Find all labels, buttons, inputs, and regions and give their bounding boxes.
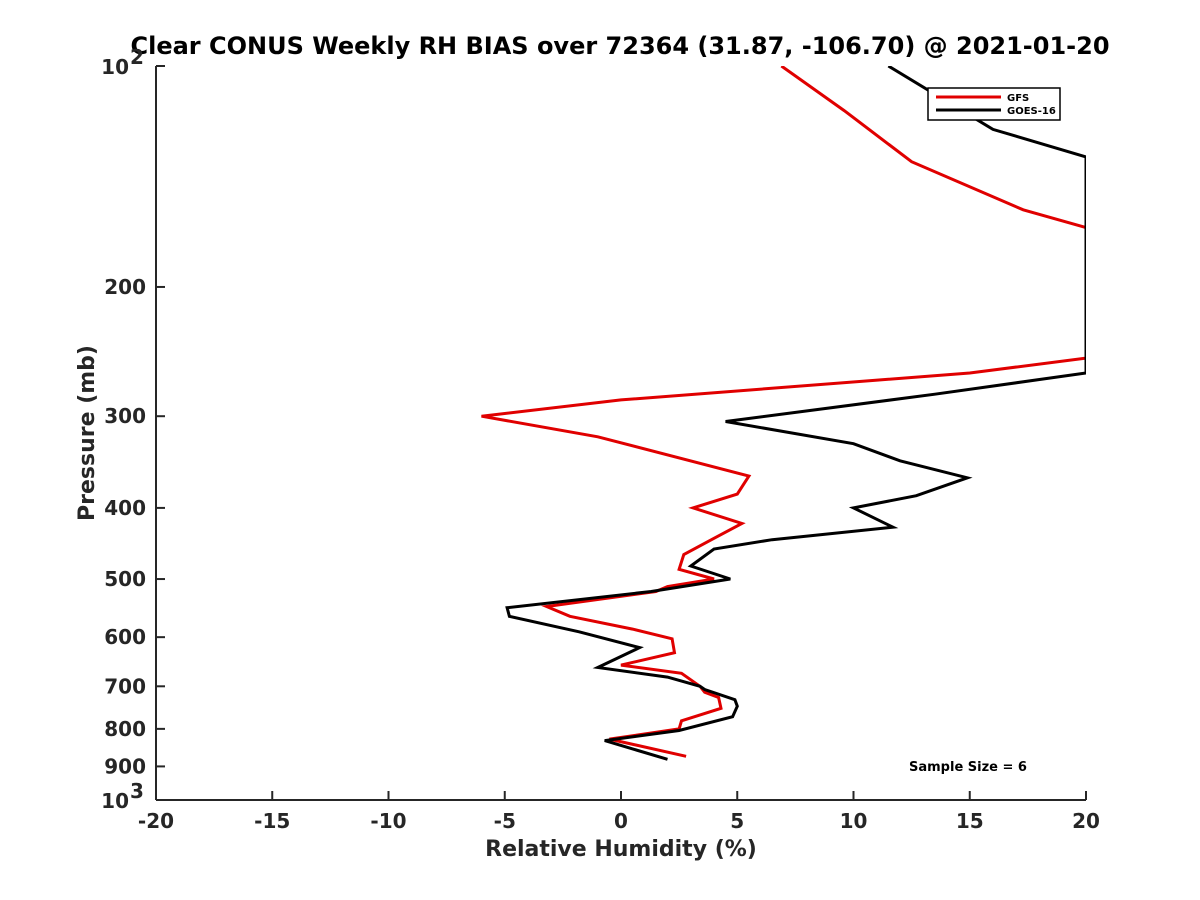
x-tick-label: 5 [730, 809, 744, 833]
y-tick-label: 200 [104, 275, 146, 299]
y-tick-label: 10 [101, 55, 129, 79]
series-line-gfs [481, 66, 1086, 758]
x-tick-label: 20 [1072, 809, 1100, 833]
legend-label-goes-16: GOES-16 [1007, 106, 1056, 117]
y-tick-label: 10 [101, 789, 129, 813]
y-tick-label-exponent: 2 [130, 45, 144, 69]
sample-size-annotation: Sample Size = 6 [909, 760, 1027, 775]
y-axis-label: Pressure (mb) [75, 345, 100, 521]
y-tick-label: 600 [104, 625, 146, 649]
x-axis-label: Relative Humidity (%) [485, 837, 757, 862]
x-tick-label: -20 [138, 809, 174, 833]
series-layer [481, 66, 1086, 761]
y-tick-label-exponent: 3 [130, 779, 144, 803]
x-tick-label: 10 [840, 809, 868, 833]
y-tick-label: 900 [104, 754, 146, 778]
y-tick-label: 700 [104, 674, 146, 698]
legend: GFS GOES-16 [927, 87, 1061, 121]
y-tick-label: 500 [104, 567, 146, 591]
x-tick-label: -5 [494, 809, 516, 833]
y-tick-label: 400 [104, 496, 146, 520]
legend-box [927, 87, 1061, 121]
series-line-goes-16 [505, 66, 1086, 761]
y-tick-label: 300 [104, 404, 146, 428]
chart-title: Clear CONUS Weekly RH BIAS over 72364 (3… [130, 32, 1109, 60]
x-tick-label: 15 [956, 809, 984, 833]
x-tick-label: -15 [254, 809, 290, 833]
x-tick-label: 0 [614, 809, 628, 833]
legend-label-gfs: GFS [1007, 93, 1029, 104]
x-tick-label: -10 [370, 809, 406, 833]
y-tick-label: 800 [104, 717, 146, 741]
